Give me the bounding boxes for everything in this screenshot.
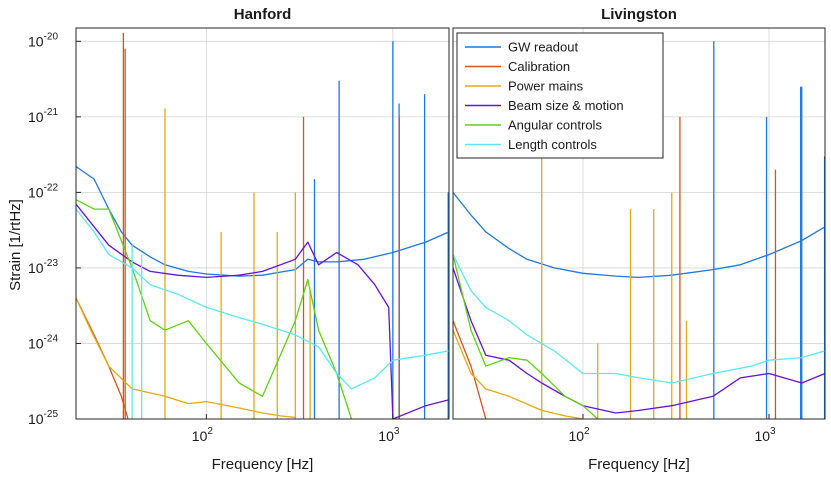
y-tick-base: 10 (28, 184, 44, 200)
hanford-series (75, 32, 450, 420)
legend-label-gw-readout: GW readout (508, 40, 578, 55)
y-tick-exponent: -21 (44, 107, 59, 118)
y-tick-base: 10 (28, 411, 44, 427)
y-tick-base: 10 (28, 109, 44, 125)
angular-controls-line (452, 254, 599, 420)
x-tick-exponent: 2 (584, 426, 590, 437)
y-tick-label: 10-21 (28, 107, 58, 125)
y-tick-base: 10 (28, 260, 44, 276)
calibration-line (452, 320, 487, 420)
gw-readout-line (75, 165, 450, 277)
legend-label-calibration: Calibration (508, 59, 570, 74)
legend-label-beam-size-motion: Beam size & motion (508, 98, 624, 113)
hanford-panel: 102 10310-2510-2410-2310-2210-2110-20Hanf… (28, 6, 450, 473)
y-tick-exponent: -20 (44, 31, 59, 42)
power-mains-line (75, 297, 296, 419)
y-tick-exponent: -25 (44, 409, 59, 420)
livingston-axes-frame (452, 27, 826, 420)
x-tick-exponent: 3 (394, 426, 400, 437)
x-tick-base: 10 (192, 428, 208, 444)
y-tick-label: 10-23 (28, 258, 58, 276)
x-tick-label: 102 (568, 426, 590, 444)
y-axis-label: Strain [1/rtHz] (7, 199, 24, 291)
length-controls-line (452, 254, 826, 384)
legend-label-power-mains: Power mains (508, 79, 584, 94)
legend-label-length-controls: Length controls (508, 137, 597, 152)
y-tick-exponent: -24 (44, 333, 59, 344)
livingston-x-axis-label: Frequency [Hz] (588, 456, 690, 473)
hanford-axes-frame (75, 27, 450, 420)
x-tick-exponent: 2 (207, 426, 213, 437)
x-tick-label: 103 (754, 426, 776, 444)
y-tick-label: 10-24 (28, 333, 58, 351)
x-tick-exponent: 3 (770, 426, 776, 437)
power-mains-line (452, 329, 584, 420)
y-tick-exponent: -23 (44, 258, 59, 269)
livingston-title: Livingston (601, 6, 677, 23)
y-tick-exponent: -22 (44, 182, 59, 193)
x-tick-label: 103 (378, 426, 400, 444)
beam-size-motion-line (452, 267, 826, 414)
y-tick-base: 10 (28, 33, 44, 49)
hanford-x-axis-label: Frequency [Hz] (212, 456, 314, 473)
y-tick-label: 10-22 (28, 182, 58, 200)
x-tick-base: 10 (378, 428, 394, 444)
gw-readout-line (452, 191, 826, 279)
y-tick-label: 10-20 (28, 31, 58, 49)
legend-box (456, 32, 664, 159)
x-tick-label: 102 (192, 426, 214, 444)
angular-controls-line (75, 199, 353, 420)
x-tick-base: 10 (754, 428, 770, 444)
y-tick-label: 10-25 (28, 409, 58, 427)
x-tick-base: 10 (568, 428, 584, 444)
hanford-title: Hanford (234, 6, 292, 23)
legend-label-angular-controls: Angular controls (508, 118, 602, 133)
length-controls-line (75, 208, 450, 390)
livingston-series (452, 41, 826, 420)
y-tick-base: 10 (28, 335, 44, 351)
legend: GW readout Calibration Power mains Beam siz… (456, 32, 664, 159)
